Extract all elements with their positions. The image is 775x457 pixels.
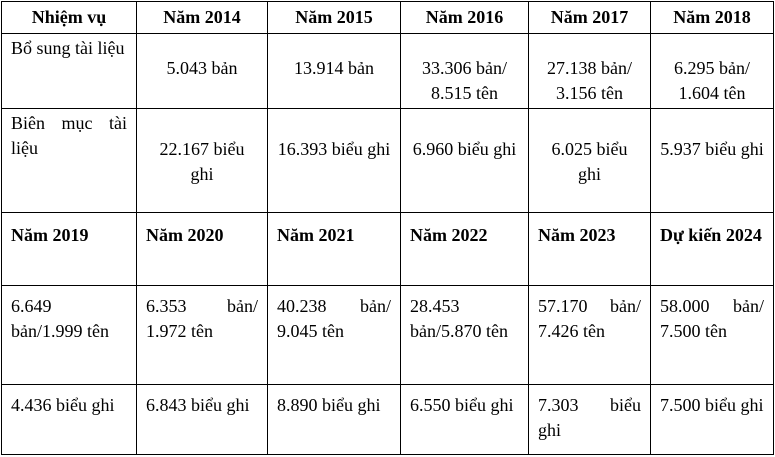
header-cell: Năm 2017: [528, 1, 651, 34]
header-cell: Năm 2015: [267, 1, 401, 34]
table-cell: 8.890 biểu ghi: [267, 384, 401, 455]
table-cell: 6.025 biểu ghi: [528, 108, 651, 213]
table-cell: 6.843 biểu ghi: [136, 384, 268, 455]
table-cell: 6.550 biểu ghi: [400, 384, 529, 455]
table-cell: 6.960 biểu ghi: [400, 108, 529, 213]
table-cell: 40.238 bản/ 9.045 tên: [267, 285, 401, 385]
header-cell: Năm 2019: [1, 212, 137, 286]
table-cell: 28.453 bản/5.870 tên: [400, 285, 529, 385]
table-cell: 6.649 bản/1.999 tên: [1, 285, 137, 385]
header-cell: Năm 2016: [400, 1, 529, 34]
table-cell: 5.043 bản: [136, 33, 268, 109]
table-row: 4.436 biểu ghi 6.843 biểu ghi 8.890 biểu g…: [1, 384, 774, 455]
header-cell: Dự kiến 2024: [650, 212, 774, 286]
table-cell: 7.500 biểu ghi: [650, 384, 774, 455]
table-cell: Bổ sung tài liệu: [1, 33, 137, 109]
table-row: 6.649 bản/1.999 tên 6.353 bản/ 1.972 tên 4…: [1, 285, 774, 385]
table-cell: 6.295 bản/ 1.604 tên: [650, 33, 774, 109]
table-cell: Biên mục tài liệu: [1, 108, 137, 213]
table-row: Bổ sung tài liệu 5.043 bản 13.914 bản 33.30…: [1, 33, 774, 109]
table-cell: 5.937 biểu ghi: [650, 108, 774, 213]
header-cell: Năm 2020: [136, 212, 268, 286]
header-cell: Năm 2014: [136, 1, 268, 34]
table-row: Biên mục tài liệu 22.167 biểu ghi 16.393 b…: [1, 108, 774, 213]
table-cell: 27.138 bản/ 3.156 tên: [528, 33, 651, 109]
table-cell: 6.353 bản/ 1.972 tên: [136, 285, 268, 385]
header-cell: Năm 2022: [400, 212, 529, 286]
table-cell: 7.303 biểu ghi: [528, 384, 651, 455]
table-cell: 33.306 bản/ 8.515 tên: [400, 33, 529, 109]
table-cell: 16.393 biểu ghi: [267, 108, 401, 213]
table-cell: 57.170 bản/ 7.426 tên: [528, 285, 651, 385]
header-cell: Năm 2021: [267, 212, 401, 286]
header-cell: Nhiệm vụ: [1, 1, 137, 34]
table-cell: 13.914 bản: [267, 33, 401, 109]
table-row: Năm 2019 Năm 2020 Năm 2021 Năm 2022 Năm 2023…: [1, 212, 774, 286]
header-cell: Năm 2023: [528, 212, 651, 286]
table-cell: 4.436 biểu ghi: [1, 384, 137, 455]
header-cell: Năm 2018: [650, 1, 774, 34]
table-cell: 22.167 biểu ghi: [136, 108, 268, 213]
table-cell: 58.000 bản/ 7.500 tên: [650, 285, 774, 385]
table-row: Nhiệm vụ Năm 2014 Năm 2015 Năm 2016 Năm 2017…: [1, 1, 774, 34]
